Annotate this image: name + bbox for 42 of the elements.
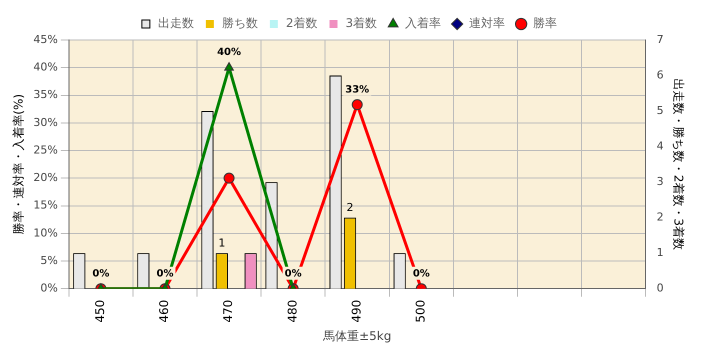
y-tick-label: 20% [33, 171, 58, 184]
x-tick-label: 460 [157, 300, 172, 323]
y-tick-label: 35% [33, 88, 58, 102]
y-tick-label: 30% [33, 116, 58, 129]
legend-label: 勝率 [533, 16, 558, 30]
y2-tick-label: 2 [656, 210, 664, 224]
y2-tick-label: 4 [656, 139, 664, 152]
data-label: 0% [156, 268, 174, 280]
legend-label: 3着数 [346, 16, 378, 30]
legend-label: 連対率 [469, 16, 506, 30]
x-tick-label: 480 [285, 300, 300, 323]
y2-axis-title: 出走数・勝ち数・2着数・3着数 [672, 78, 686, 250]
x-tick-label: 470 [221, 300, 236, 323]
y-tick-label: 15% [33, 198, 58, 212]
data-label: 1 [218, 236, 226, 250]
legend-label: 入着率 [405, 16, 442, 30]
data-label: 0% [284, 268, 302, 280]
legend-label: 2着数 [286, 16, 318, 30]
x-axis-title: 馬体重±5kg [322, 328, 392, 343]
data-label: 40% [217, 47, 242, 58]
y2-tick-label: 0 [656, 282, 664, 295]
x-tick-label: 490 [349, 300, 364, 323]
y2-tick-label: 3 [656, 174, 664, 188]
y2-tick-label: 6 [656, 68, 664, 82]
y2-tick-label: 5 [656, 104, 664, 117]
data-label: 2 [346, 201, 354, 214]
data-label: 0% [92, 268, 110, 280]
y-tick-label: 0% [40, 282, 58, 295]
x-tick-label: 450 [93, 300, 108, 323]
y-tick-label: 10% [33, 226, 58, 240]
legend-label: 出走数 [158, 16, 194, 30]
x-tick-label: 500 [413, 300, 428, 323]
y-tick-label: 45% [33, 32, 58, 46]
data-label: 33% [345, 84, 370, 96]
y2-tick-label: 1 [656, 246, 664, 260]
legend-label: 勝ち数 [222, 16, 258, 30]
data-label: 0% [412, 268, 430, 280]
y-tick-label: 25% [33, 143, 58, 156]
y-tick-label: 40% [33, 60, 58, 74]
y2-tick-label: 7 [656, 32, 664, 46]
y-tick-label: 5% [40, 254, 58, 267]
y-axis-title: 勝率・連対率・入着率(%) [11, 94, 26, 235]
